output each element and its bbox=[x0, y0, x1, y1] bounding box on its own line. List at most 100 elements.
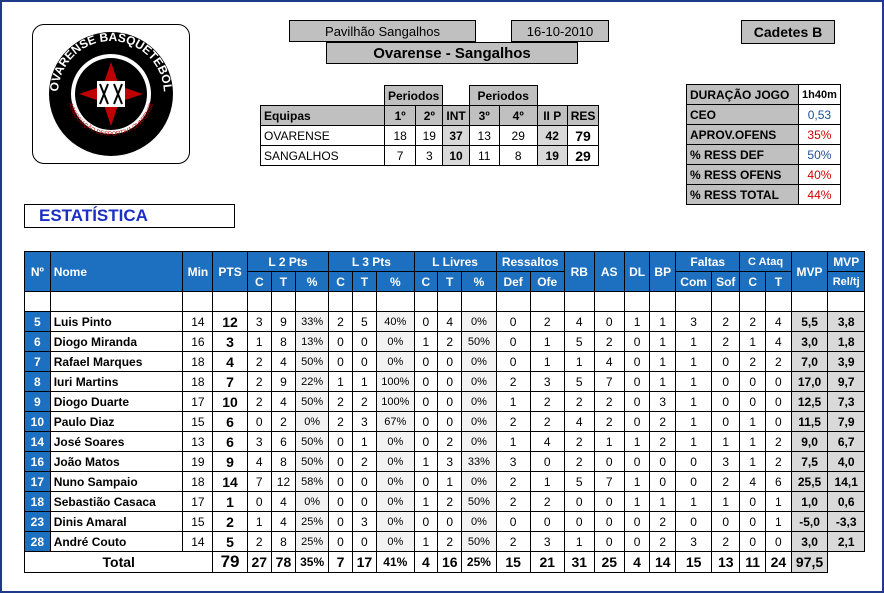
cell-pts: 14 bbox=[212, 471, 248, 492]
col-number: Nº bbox=[24, 251, 51, 292]
cell-dl: 0 bbox=[623, 511, 651, 532]
q3: 11 bbox=[468, 145, 500, 166]
cell-rb: 5 bbox=[563, 331, 595, 352]
cell-def: 2 bbox=[495, 411, 531, 432]
info-row: % RESS TOTAL 44% bbox=[686, 184, 841, 205]
cell-p3: 0% bbox=[375, 451, 415, 472]
cell-p3: 0% bbox=[375, 531, 415, 552]
total-def: 15 bbox=[495, 551, 531, 573]
cell-dl: 1 bbox=[623, 311, 651, 332]
cell-cc: 1 bbox=[739, 451, 767, 472]
cell-rel: 4,0 bbox=[827, 451, 865, 472]
cell-sof: 0 bbox=[711, 371, 741, 392]
cell-mvp: 25,5 bbox=[790, 471, 829, 492]
cell-c3: 2 bbox=[328, 311, 353, 332]
cell-rel: -3,3 bbox=[827, 511, 865, 532]
table-row: 5 Luis Pinto 14 12 3 9 33% 2 5 40% 0 4 0% 0 2 4 0 1 1 3 2 2 4 5… bbox=[24, 311, 865, 332]
cell-name: André Couto bbox=[49, 531, 184, 552]
cell-p3: 0% bbox=[375, 471, 415, 492]
cell-cc: 2 bbox=[739, 351, 767, 372]
cell-cc: 0 bbox=[739, 491, 767, 512]
cell-p2: 0% bbox=[295, 411, 330, 432]
cell-mvp: 11,5 bbox=[790, 411, 829, 432]
cell-p3: 0% bbox=[375, 491, 415, 512]
cell-rel: 3,8 bbox=[827, 311, 865, 332]
table-row: 28 André Couto 14 5 2 8 25% 0 0 0% 1 2 50% 2 3 1 0 0 2 3 2 0 0… bbox=[24, 531, 865, 552]
col-dl: DL bbox=[623, 251, 651, 292]
cell-as: 2 bbox=[593, 331, 625, 352]
cell-t2: 8 bbox=[270, 531, 297, 552]
col-bp: BP bbox=[649, 251, 677, 292]
col-c3: C bbox=[328, 271, 353, 292]
cell-as: 0 bbox=[593, 451, 625, 472]
cell-rb: 2 bbox=[563, 451, 595, 472]
cell-p3: 40% bbox=[375, 311, 415, 332]
cell-ct: 2 bbox=[765, 451, 792, 472]
col-p3: % bbox=[375, 271, 415, 292]
cell-c2: 1 bbox=[246, 511, 272, 532]
table-row: 6 Diogo Miranda 16 3 1 8 13% 0 0 0% 1 2 50% 0 1 5 2 0 1 1 2 1… bbox=[24, 331, 865, 352]
cell-number: 7 bbox=[24, 351, 51, 372]
total-label: Total bbox=[23, 551, 214, 573]
cell-rb: 2 bbox=[563, 391, 595, 412]
q4: 8 bbox=[498, 145, 538, 166]
cell-mvp: 9,0 bbox=[790, 431, 829, 452]
info-label: % RESS TOTAL bbox=[686, 184, 799, 205]
col-pts: PTS bbox=[212, 251, 248, 292]
cell-name: Rafael Marques bbox=[49, 351, 184, 372]
info-row: % RESS OFENS 40% bbox=[686, 164, 841, 185]
col-res: RES bbox=[566, 105, 600, 126]
col-sof: Sof bbox=[711, 271, 741, 292]
cell-cc: 1 bbox=[739, 431, 767, 452]
total-dl: 4 bbox=[623, 551, 651, 573]
cell-number: 9 bbox=[24, 391, 51, 412]
total-ct: 24 bbox=[765, 551, 792, 573]
cell-t3: 3 bbox=[351, 511, 377, 532]
cell-t2: 8 bbox=[270, 331, 297, 352]
cell-t3: 1 bbox=[351, 371, 377, 392]
cell-tl: 0 bbox=[437, 391, 463, 412]
cell-dl: 0 bbox=[623, 351, 651, 372]
cell-sof: 3 bbox=[711, 451, 741, 472]
cell-p2: 50% bbox=[295, 391, 330, 412]
cell-c3: 0 bbox=[328, 471, 353, 492]
cell-p3: 0% bbox=[375, 511, 415, 532]
cell-p2: 50% bbox=[295, 351, 330, 372]
cell-ct: 4 bbox=[765, 311, 792, 332]
cell-pts: 3 bbox=[212, 331, 248, 352]
cell-com: 0 bbox=[675, 511, 713, 532]
cell-as: 0 bbox=[593, 491, 625, 512]
cell-ofe: 1 bbox=[529, 471, 565, 492]
q2: 3 bbox=[415, 145, 444, 166]
cell-ofe: 1 bbox=[529, 331, 565, 352]
section-title: ESTATÍSTICA bbox=[24, 204, 235, 228]
cell-com: 3 bbox=[675, 531, 713, 552]
cell-cc: 1 bbox=[739, 411, 767, 432]
cell-com: 1 bbox=[675, 371, 713, 392]
total-as: 25 bbox=[593, 551, 625, 573]
cell-cc: 2 bbox=[739, 311, 767, 332]
col-p2: % bbox=[295, 271, 330, 292]
cell-c3: 0 bbox=[328, 531, 353, 552]
cell-c3: 1 bbox=[328, 371, 353, 392]
cell-p2: 58% bbox=[295, 471, 330, 492]
cell-tl: 1 bbox=[437, 471, 463, 492]
cell-def: 2 bbox=[495, 491, 531, 512]
int: 10 bbox=[442, 145, 470, 166]
cell-mvp: 17,0 bbox=[790, 371, 829, 392]
cell-name: Sebastião Casaca bbox=[49, 491, 184, 512]
club-logo: OVARENSE BASQUETEBOL ASSOCIAÇÃO DESPORTI… bbox=[32, 24, 190, 164]
cell-pts: 4 bbox=[212, 351, 248, 372]
cell-cl: 1 bbox=[413, 331, 439, 352]
cell-number: 5 bbox=[24, 311, 51, 332]
match-title: Ovarense - Sangalhos bbox=[326, 42, 578, 64]
category-label: Cadetes B bbox=[741, 20, 835, 44]
cell-p2: 22% bbox=[295, 371, 330, 392]
cell-com: 3 bbox=[675, 311, 713, 332]
cell-pl: 0% bbox=[461, 391, 497, 412]
cell-tl: 0 bbox=[437, 351, 463, 372]
col-q3: 3º bbox=[468, 105, 500, 126]
q3: 13 bbox=[468, 125, 500, 146]
cell-number: 17 bbox=[24, 471, 51, 492]
cell-dl: 1 bbox=[623, 431, 651, 452]
